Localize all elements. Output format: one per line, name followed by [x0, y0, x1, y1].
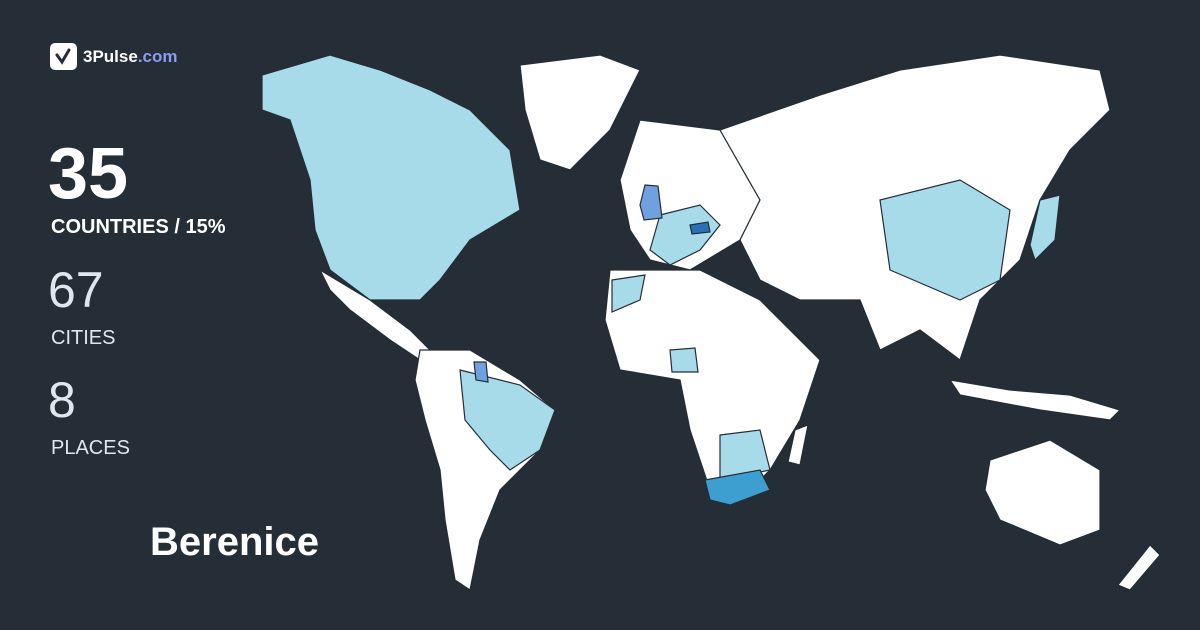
madagascar — [787, 424, 809, 466]
brazil — [459, 369, 556, 471]
north-america — [261, 54, 521, 301]
united-kingdom — [639, 184, 663, 221]
countries-count: 35 — [48, 134, 129, 214]
user-name: Berenice — [150, 520, 319, 564]
nigeria — [669, 347, 699, 373]
cities-label: CITIES — [51, 327, 116, 349]
southern-africa — [719, 429, 771, 481]
countries-label: COUNTRIES / 15% — [51, 216, 226, 238]
brand-name: 3Pulse.com — [83, 46, 178, 66]
china — [879, 179, 1011, 301]
places-count: 8 — [48, 372, 76, 428]
australia — [984, 439, 1101, 546]
japan — [1029, 194, 1061, 262]
africa — [604, 269, 821, 501]
south-africa — [704, 469, 771, 506]
check-pulse-icon — [50, 43, 77, 70]
places-label: PLACES — [51, 437, 130, 459]
new-zealand — [1117, 544, 1161, 591]
guyana — [473, 361, 489, 383]
indonesia — [948, 379, 1122, 421]
cities-count: 67 — [48, 262, 104, 318]
austria — [689, 221, 711, 235]
morocco — [611, 274, 646, 313]
greenland — [519, 54, 641, 171]
western-europe — [649, 204, 721, 266]
brand-logo[interactable]: 3Pulse.com — [50, 43, 178, 70]
